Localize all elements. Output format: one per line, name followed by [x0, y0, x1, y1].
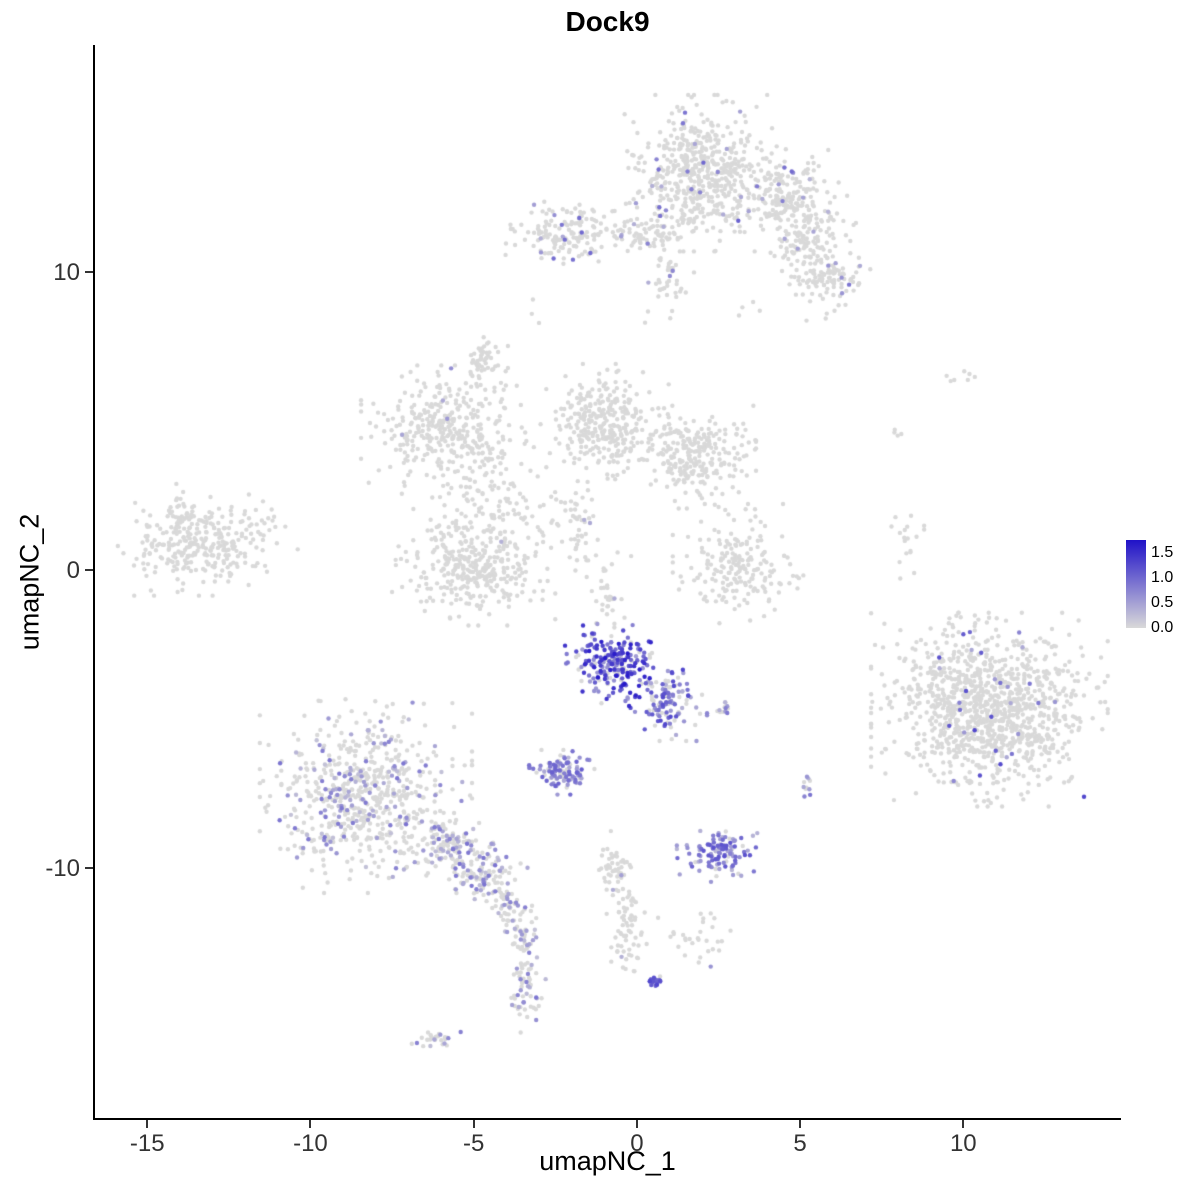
- y-tick-label: 10: [53, 258, 80, 286]
- y-axis-line: [93, 45, 95, 1120]
- y-tick-label: 0: [66, 556, 80, 584]
- legend-tick-label: 1.0: [1151, 568, 1174, 586]
- x-tick-label: 10: [949, 1130, 977, 1157]
- legend-gradient-bar: [1126, 540, 1146, 628]
- legend-tick-label: 0.5: [1151, 593, 1174, 611]
- y-tick-label: -10: [45, 854, 80, 882]
- y-axis-label: umapNC_2: [14, 513, 45, 651]
- y-tick-mark: [85, 270, 93, 273]
- legend: 1.5 1.0 0.5 0.0: [1126, 540, 1196, 636]
- x-tick-mark: [472, 1120, 475, 1128]
- x-tick-mark: [635, 1120, 638, 1128]
- x-tick-mark: [146, 1120, 149, 1128]
- plot-title: Dock9: [565, 6, 650, 37]
- legend-tick-label: 0.0: [1151, 619, 1174, 636]
- x-tick-mark: [962, 1120, 965, 1128]
- x-axis-label: umapNC_1: [539, 1146, 676, 1176]
- x-tick-label: -10: [293, 1130, 328, 1157]
- y-tick-mark: [85, 866, 93, 869]
- x-tick-label: -15: [129, 1130, 165, 1157]
- x-axis-line: [93, 1118, 1121, 1120]
- x-tick-mark: [309, 1120, 312, 1128]
- x-tick-mark: [799, 1120, 802, 1128]
- legend-tick-label: 1.5: [1151, 543, 1174, 561]
- x-tick-label: -5: [462, 1130, 485, 1157]
- x-tick-label: 0: [630, 1130, 644, 1157]
- y-tick-mark: [85, 568, 93, 571]
- x-tick-label: 5: [793, 1130, 807, 1157]
